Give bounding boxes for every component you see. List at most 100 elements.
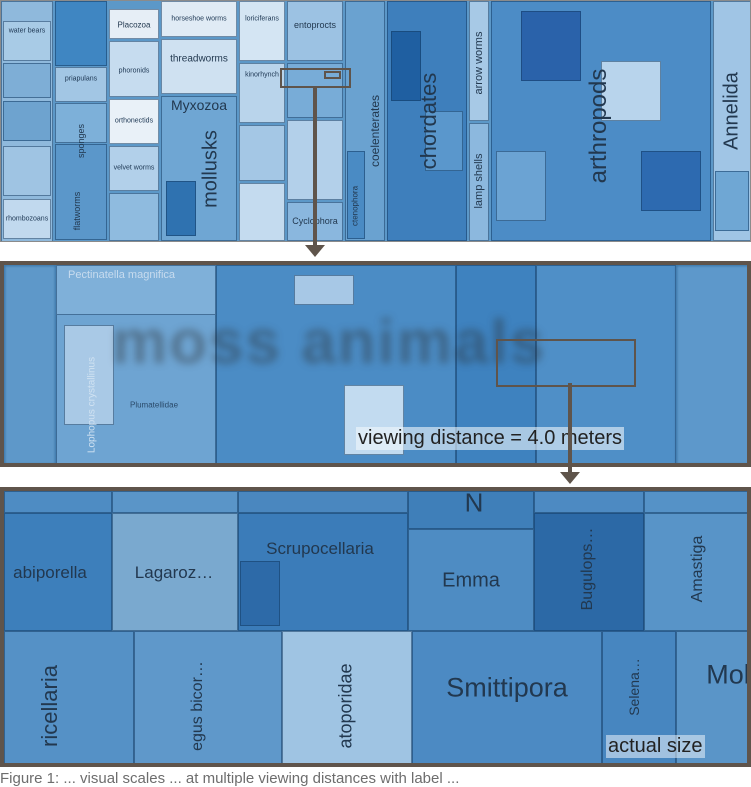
treemap-cell	[282, 631, 412, 763]
treemap-cell	[469, 1, 489, 121]
label-lophopus: Lophopus crystallinus	[86, 356, 98, 454]
arrow-head-1	[305, 245, 325, 257]
treemap-cell	[109, 41, 159, 97]
label-coelenterates: coelenterates	[368, 94, 382, 168]
label-kinorhynch: kinorhynch	[245, 71, 279, 79]
label-orthonectids: orthonectids	[114, 117, 154, 125]
treemap-cell	[109, 9, 159, 39]
treemap-cell	[3, 63, 51, 98]
label-lamp-shells: lamp shells	[473, 153, 485, 209]
label-arrow-worms: arrow worms	[473, 31, 485, 95]
viewing-distance-label: viewing distance = 4.0 meters	[356, 427, 625, 450]
actual-size-treemap: N abiporella Lagaroz… Scrupocellaria Emm…	[0, 487, 751, 767]
label-phoronids: phoronids	[118, 67, 150, 75]
treemap-cell	[425, 111, 463, 171]
treemap-cell	[644, 513, 747, 631]
treemap-cell	[239, 183, 285, 241]
treemap-cell	[134, 631, 282, 763]
treemap-cell	[4, 265, 56, 463]
label-scrupocellaria: Scrupocellaria	[266, 539, 374, 558]
label-velvet-worms: velvet worms	[113, 164, 155, 172]
treemap-cell	[534, 491, 644, 513]
treemap-cell	[55, 67, 107, 102]
label-mol: Mol	[706, 659, 750, 690]
treemap-cell	[112, 513, 238, 631]
treemap-cell	[496, 151, 546, 221]
label-loriciferans: loriciferans	[245, 15, 279, 23]
treemap-cell	[55, 103, 107, 143]
treemap-cell	[55, 1, 107, 66]
medium-zoom-treemap: Pectinatella magnifica Lophopus crystall…	[0, 261, 751, 467]
treemap-cell	[294, 275, 354, 305]
zoom-region-2	[496, 339, 636, 387]
label-entoprocts: entoprocts	[293, 20, 337, 30]
treemap-cell	[3, 199, 51, 239]
label-egus-bicor: egus bicor…	[189, 661, 206, 751]
treemap-cell	[238, 491, 408, 513]
treemap-cell	[715, 171, 749, 231]
label-sponges: sponges	[76, 123, 86, 159]
figure-caption: Figure 1: ... visual scales ... at multi…	[0, 770, 460, 787]
arrow-head-2	[560, 472, 580, 484]
treemap-cell	[109, 193, 159, 241]
label-plumatellidae: Plumatellidae	[129, 400, 179, 410]
treemap-cell	[408, 491, 534, 529]
label-horseshoe-worms: horseshoe worms	[171, 15, 227, 23]
arrow-line-1	[313, 87, 317, 245]
treemap-cell	[676, 265, 747, 463]
label-flatworms: flatworms	[72, 191, 82, 231]
treemap-cell	[391, 31, 421, 101]
treemap-cell	[64, 325, 114, 425]
treemap-cell	[109, 146, 159, 191]
label-placozoa: Placozoa	[117, 20, 151, 30]
treemap-cell	[239, 63, 285, 123]
treemap-cell	[469, 123, 489, 241]
label-annelida: Annelida	[720, 72, 743, 150]
label-smittipora: Smittipora	[446, 672, 568, 703]
treemap-cell	[521, 11, 581, 81]
treemap-cell	[240, 561, 280, 626]
label-selena: Selena…	[626, 658, 642, 716]
treemap-cell	[239, 1, 285, 61]
treemap-cell	[4, 491, 112, 513]
label-bugulops: Bugulops…	[579, 527, 596, 611]
label-threadworms: threadworms	[170, 53, 228, 65]
zoom-region-1-inner	[324, 71, 341, 79]
treemap-cell	[3, 101, 51, 141]
label-labiporella: abiporella	[13, 563, 87, 582]
treemap-cell	[55, 144, 107, 240]
overview-treemap: water bears rhombozoans priapulans spong…	[0, 0, 751, 242]
label-myxozoa: Myxozoa	[170, 97, 228, 113]
arrow-line-2	[568, 383, 572, 473]
treemap-cell	[3, 146, 51, 196]
treemap-cell	[112, 491, 238, 513]
treemap-cell	[3, 21, 51, 61]
treemap-cell	[601, 61, 661, 121]
treemap-cell	[408, 529, 534, 631]
label-rhombozoans: rhombozoans	[5, 215, 49, 223]
treemap-cell	[161, 1, 237, 37]
label-chordates: chordates	[416, 72, 441, 170]
treemap-cell	[644, 491, 747, 513]
label-ricellaria: ricellaria	[37, 665, 62, 747]
label-water-bears: water bears	[8, 27, 46, 35]
actual-size-label: actual size	[606, 735, 705, 758]
treemap-cell	[347, 151, 365, 239]
treemap-cell	[109, 99, 159, 144]
treemap-cell	[4, 513, 112, 631]
label-priapulans: priapulans	[64, 75, 98, 83]
label-arthropods: arthropods	[585, 68, 612, 184]
treemap-cell	[4, 631, 134, 763]
treemap-cell	[412, 631, 602, 763]
treemap-cell	[534, 513, 644, 631]
treemap-cell	[239, 125, 285, 181]
label-emma: Emma	[442, 569, 500, 592]
treemap-cell	[166, 181, 196, 236]
treemap-cell	[641, 151, 701, 211]
label-atoporidae: atoporidae	[335, 663, 356, 749]
treemap-cell	[56, 265, 216, 315]
label-ctenophora: ctenophora	[350, 185, 360, 227]
label-mollusks: mollusks	[199, 130, 222, 208]
label-n: N	[464, 487, 484, 518]
label-moss-animals: moss animals	[112, 308, 547, 377]
